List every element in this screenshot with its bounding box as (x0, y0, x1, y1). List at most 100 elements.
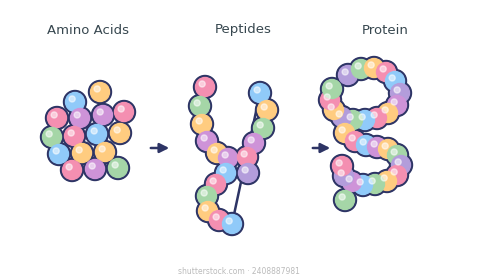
Circle shape (349, 57, 372, 81)
Text: Amino Acids: Amino Acids (47, 24, 129, 36)
Circle shape (96, 143, 115, 162)
Circle shape (326, 83, 332, 89)
Circle shape (356, 111, 374, 129)
Circle shape (256, 99, 279, 122)
Circle shape (196, 129, 218, 153)
Circle shape (197, 186, 217, 206)
Circle shape (351, 60, 370, 78)
Circle shape (70, 141, 94, 165)
Circle shape (391, 99, 397, 105)
Circle shape (202, 205, 208, 211)
Circle shape (385, 94, 409, 116)
Circle shape (346, 176, 352, 182)
Circle shape (344, 111, 362, 129)
Circle shape (70, 109, 89, 127)
Circle shape (51, 112, 57, 118)
Circle shape (112, 162, 118, 168)
Circle shape (391, 169, 397, 175)
Circle shape (333, 157, 351, 176)
Circle shape (328, 104, 334, 110)
Circle shape (391, 83, 410, 102)
Circle shape (220, 167, 226, 173)
Circle shape (90, 83, 109, 102)
Circle shape (248, 137, 254, 143)
Circle shape (394, 87, 400, 93)
Circle shape (84, 157, 107, 181)
Circle shape (254, 87, 260, 93)
Circle shape (238, 148, 257, 167)
Circle shape (349, 135, 355, 141)
Circle shape (389, 75, 395, 81)
Circle shape (197, 132, 217, 151)
Circle shape (196, 185, 218, 207)
Circle shape (241, 151, 247, 157)
Circle shape (191, 97, 209, 115)
Circle shape (196, 199, 219, 223)
Circle shape (342, 69, 348, 75)
Circle shape (385, 164, 409, 186)
Circle shape (217, 146, 239, 169)
Circle shape (382, 143, 388, 149)
Circle shape (363, 172, 387, 195)
Circle shape (217, 164, 236, 183)
Circle shape (237, 162, 260, 185)
Circle shape (376, 169, 399, 193)
Circle shape (43, 127, 62, 146)
Circle shape (99, 146, 105, 152)
Circle shape (366, 136, 389, 158)
Circle shape (343, 172, 361, 192)
Circle shape (357, 136, 376, 155)
Circle shape (45, 106, 68, 129)
Circle shape (388, 95, 406, 115)
Circle shape (236, 146, 259, 169)
Circle shape (91, 104, 115, 127)
Circle shape (366, 174, 384, 193)
Circle shape (325, 101, 344, 120)
Circle shape (391, 155, 411, 174)
Circle shape (336, 160, 342, 166)
Circle shape (191, 113, 214, 136)
Circle shape (381, 175, 387, 181)
Circle shape (65, 127, 84, 146)
Circle shape (47, 109, 66, 127)
Circle shape (334, 122, 357, 144)
Circle shape (97, 109, 103, 115)
Circle shape (368, 62, 374, 68)
Circle shape (194, 100, 200, 106)
Circle shape (388, 146, 406, 165)
Circle shape (351, 174, 374, 197)
Circle shape (341, 109, 365, 132)
Circle shape (207, 209, 230, 232)
Circle shape (205, 172, 228, 195)
Circle shape (335, 167, 354, 186)
Circle shape (199, 81, 205, 87)
Circle shape (257, 122, 263, 128)
Circle shape (360, 139, 366, 145)
Circle shape (380, 66, 386, 72)
Circle shape (89, 163, 95, 169)
Circle shape (210, 178, 216, 184)
Circle shape (91, 128, 97, 134)
Circle shape (333, 108, 351, 127)
Circle shape (87, 125, 107, 143)
Circle shape (68, 130, 74, 136)
Circle shape (53, 148, 59, 154)
Circle shape (188, 95, 211, 118)
Circle shape (371, 112, 377, 118)
Circle shape (86, 160, 105, 179)
Circle shape (330, 155, 354, 178)
Circle shape (374, 60, 398, 83)
Circle shape (69, 96, 75, 102)
Circle shape (213, 214, 219, 220)
Circle shape (61, 158, 84, 181)
Circle shape (321, 90, 339, 109)
Circle shape (383, 69, 406, 92)
Circle shape (354, 109, 377, 132)
Circle shape (201, 190, 207, 196)
Circle shape (321, 78, 344, 101)
Circle shape (112, 101, 135, 123)
Text: Protein: Protein (361, 24, 408, 36)
Circle shape (50, 144, 68, 164)
Circle shape (379, 104, 398, 123)
Circle shape (206, 141, 228, 165)
